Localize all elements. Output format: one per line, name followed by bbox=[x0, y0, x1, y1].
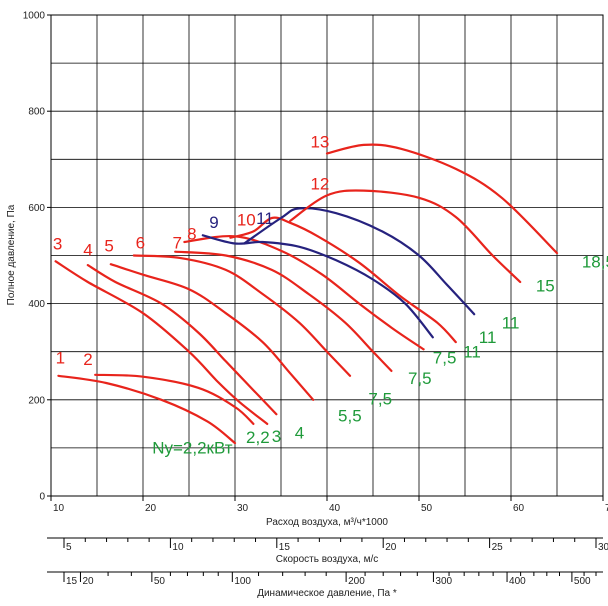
x-tick-label: 70 bbox=[605, 503, 608, 514]
velocity-tick-label: 10 bbox=[172, 542, 184, 553]
curve-annotation: 7,5 bbox=[368, 390, 392, 409]
curve-annotation: 6 bbox=[136, 233, 145, 252]
velocity-tick-label: 25 bbox=[492, 542, 504, 553]
curve-annotation: 4 bbox=[83, 241, 92, 260]
curve-annotation: 1 bbox=[56, 349, 65, 368]
x-tick-label: 30 bbox=[237, 503, 249, 514]
fan-curve-1 bbox=[57, 374, 237, 445]
fan-curve-12 bbox=[289, 189, 522, 284]
curve-annotation: 5,5 bbox=[338, 406, 362, 425]
curve-annotation: 7,5 bbox=[408, 369, 432, 388]
y-tick-label: 800 bbox=[28, 107, 45, 118]
pressure-tick-label: 500 bbox=[574, 576, 591, 587]
fan-curve-6 bbox=[132, 254, 352, 377]
y-tick-label: 200 bbox=[28, 395, 45, 406]
x-tick-label: 60 bbox=[513, 503, 525, 514]
curve-annotation: 10 bbox=[237, 211, 256, 230]
curve-annotation: 3 bbox=[53, 235, 62, 254]
velocity-axis-title: Скорость воздуха, м/с bbox=[276, 554, 378, 565]
pressure-tick-label: 20 bbox=[82, 576, 94, 587]
velocity-tick-label: 15 bbox=[279, 542, 291, 553]
x-tick-label: 10 bbox=[53, 503, 65, 514]
fan-curve-7 bbox=[174, 250, 393, 372]
curve-annotation: 2,2 bbox=[246, 428, 270, 447]
fan-curve-9 bbox=[201, 234, 434, 339]
curve-annotation: 11 bbox=[502, 314, 520, 333]
x-tick-label: 40 bbox=[329, 503, 341, 514]
y-tick-label: 1000 bbox=[23, 11, 46, 22]
y-tick-label: 600 bbox=[28, 203, 45, 214]
fan-curve-10 bbox=[229, 216, 457, 344]
fan-curve-4 bbox=[86, 264, 278, 416]
y-tick-label: 400 bbox=[28, 299, 45, 310]
curve-annotation: 15 bbox=[536, 277, 555, 296]
curve-annotation: 12 bbox=[310, 175, 329, 194]
x-axis-ticks: 10 20 30 40 50 60 70 bbox=[50, 496, 608, 514]
velocity-tick-label: 30 bbox=[598, 542, 608, 553]
curve-annotation: 5 bbox=[104, 237, 113, 256]
curve-annotation: 18,5 bbox=[582, 253, 608, 272]
pressure-tick-label: 50 bbox=[154, 576, 166, 587]
x-axis-title: Расход воздуха, м³/ч*1000 bbox=[266, 517, 388, 528]
velocity-tick-label: 5 bbox=[66, 542, 72, 553]
fan-curve-2 bbox=[94, 373, 255, 425]
curve-annotation: 2 bbox=[83, 350, 92, 369]
curve-annotation: Ny=2,2кВт bbox=[152, 439, 233, 458]
y-tick-label: 0 bbox=[39, 492, 45, 503]
pressure-tick-label: 100 bbox=[234, 576, 251, 587]
pressure-tick-label: 200 bbox=[348, 576, 365, 587]
pressure-axis-title: Динамическое давление, Па * bbox=[257, 588, 397, 599]
curve-annotation: 7 bbox=[172, 233, 181, 252]
fan-curve-11 bbox=[243, 207, 476, 316]
curve-annotation: 13 bbox=[310, 132, 329, 151]
curve-annotation: 11 bbox=[256, 209, 274, 228]
x-tick-label: 50 bbox=[421, 503, 433, 514]
curve-annotation: 7,5 bbox=[433, 349, 457, 368]
pressure-tick-label: 400 bbox=[509, 576, 526, 587]
fan-curves bbox=[54, 143, 559, 445]
curve-annotation: 11 bbox=[479, 328, 497, 347]
curve-annotation: 3 bbox=[272, 427, 281, 446]
fan-curve-5 bbox=[109, 263, 315, 401]
x-tick-label: 20 bbox=[145, 503, 157, 514]
y-axis-ticks: 0 200 400 600 800 1000 bbox=[23, 11, 51, 503]
curve-annotation: 4 bbox=[295, 423, 304, 442]
curve-annotation: 8 bbox=[187, 225, 196, 244]
pressure-tick-label: 300 bbox=[435, 576, 452, 587]
y-axis-title: Полное давление, Па bbox=[6, 204, 17, 305]
pressure-tick-label: 15 bbox=[66, 576, 78, 587]
velocity-tick-label: 20 bbox=[385, 542, 397, 553]
fan-curve-3 bbox=[54, 260, 269, 425]
curve-annotation: 11 bbox=[463, 342, 481, 361]
curve-annotation: 9 bbox=[209, 213, 218, 232]
fan-curve-13 bbox=[325, 143, 559, 255]
